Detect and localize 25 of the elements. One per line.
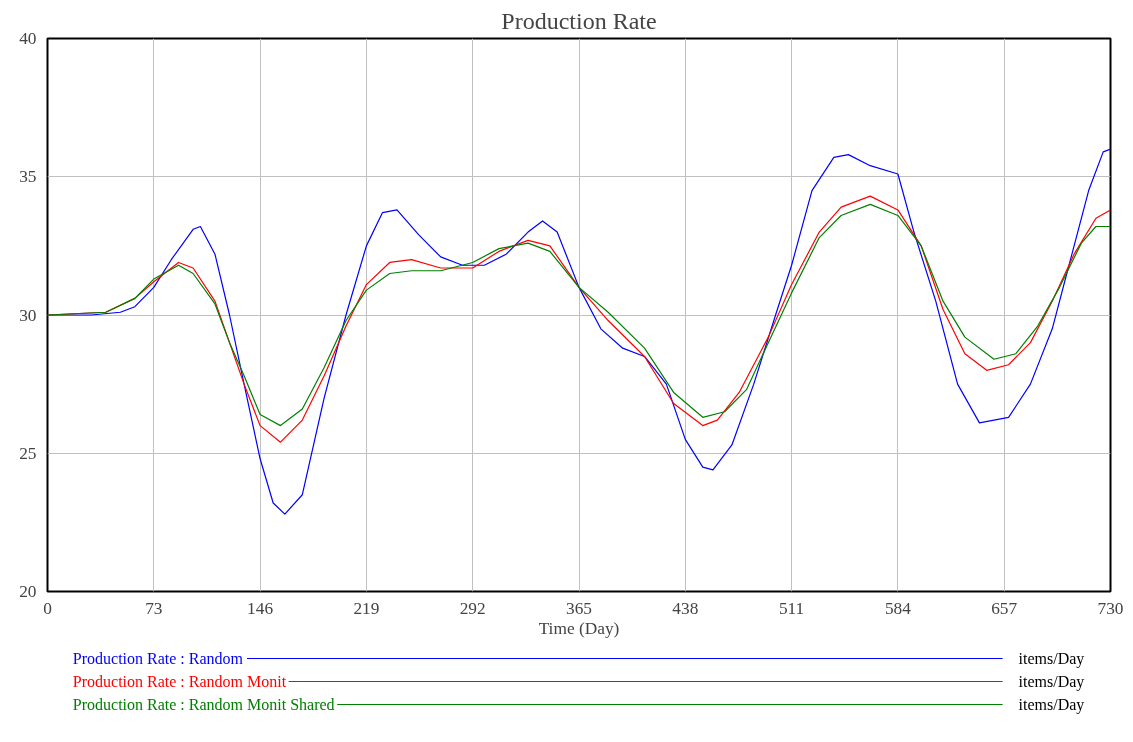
y-tick-label: 40 bbox=[19, 29, 37, 48]
y-tick-label: 30 bbox=[19, 305, 37, 325]
x-tick-label: 730 bbox=[1097, 598, 1124, 618]
x-tick-label: 438 bbox=[672, 598, 699, 618]
x-tick-label: 657 bbox=[991, 598, 1018, 618]
y-tick-label: 25 bbox=[19, 443, 37, 463]
text: Production Rate : Random bbox=[72, 650, 244, 667]
x-tick-label: 292 bbox=[459, 598, 486, 618]
line-series bbox=[47, 148, 1111, 515]
y-tick-label: 20 bbox=[19, 582, 37, 601]
x-tick-label: 584 bbox=[884, 598, 912, 618]
x-tick-label: 365 bbox=[566, 598, 592, 618]
y-tick-label: 35 bbox=[19, 167, 37, 187]
x-axis-title: Time (Day) bbox=[538, 618, 620, 638]
text: items/Day bbox=[1018, 673, 1085, 691]
text: Production Rate : Random Monit bbox=[72, 673, 287, 690]
chart-title: Production Rate bbox=[501, 7, 657, 34]
x-tick-label: 511 bbox=[778, 598, 805, 618]
text: items/Day bbox=[1018, 650, 1085, 668]
text: items/Day bbox=[1018, 696, 1085, 714]
x-tick-label: 146 bbox=[247, 598, 274, 618]
x-tick-label: 0 bbox=[43, 598, 52, 618]
x-tick-label: 219 bbox=[353, 598, 380, 618]
x-tick-label: 73 bbox=[145, 598, 163, 618]
text: Production Rate : Random Monit Shared bbox=[72, 696, 335, 713]
